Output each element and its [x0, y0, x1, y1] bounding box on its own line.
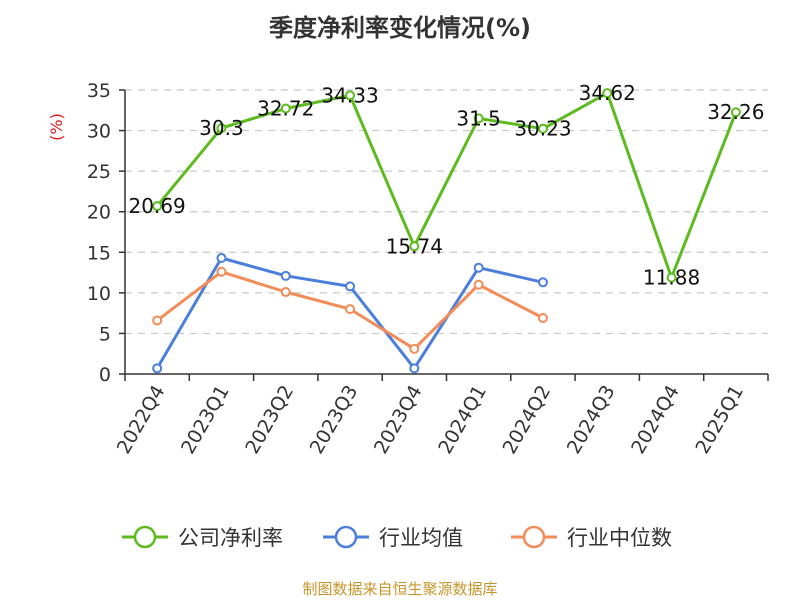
legend-marker [334, 525, 358, 549]
legend[interactable]: 公司净利率 行业均值 行业中位数 [122, 525, 672, 550]
legend-label: 行业中位数 [567, 526, 672, 550]
y-tick-label: 30 [87, 121, 111, 143]
legend-label: 公司净利率 [178, 526, 283, 550]
x-tick-label: 2023Q1 [177, 382, 234, 458]
chart-title: 季度净利率变化情况(%) [269, 14, 531, 42]
grid-lines [125, 89, 768, 335]
series-line-0 [156, 91, 738, 280]
x-tick-label: 2024Q3 [563, 382, 620, 458]
data-point [666, 272, 677, 283]
data-label: 30.3 [199, 116, 244, 140]
x-tick-label: 2024Q1 [434, 382, 491, 458]
data-label: 34.33 [321, 83, 378, 107]
legend-marker [522, 525, 546, 549]
data-label: 31.5 [456, 106, 501, 130]
y-tick-label: 15 [87, 242, 111, 264]
y-tick-label: 0 [99, 364, 111, 386]
x-tick-label: 2022Q4 [113, 382, 170, 458]
data-point [152, 201, 163, 212]
legend-label: 行业均值 [379, 526, 463, 550]
data-source-note: 制图数据来自恒生聚源数据库 [302, 580, 498, 598]
data-label: 15.74 [386, 234, 443, 258]
data-label: 32.72 [257, 97, 314, 121]
x-tick-label: 2023Q3 [306, 382, 363, 458]
data-point [409, 241, 420, 252]
data-point [152, 363, 163, 374]
data-point [602, 88, 613, 99]
data-point [409, 363, 420, 374]
y-tick-label: 5 [99, 323, 111, 345]
legend-item-1[interactable]: 行业均值 [323, 525, 463, 550]
data-labels: 20.69 30.3 32.72 34.33 15.74 31.5 30.23 34.62 11… [129, 81, 765, 290]
data-label: 20.69 [129, 194, 186, 218]
series-lines [152, 88, 741, 374]
x-tick-label: 2024Q4 [627, 382, 684, 458]
data-point [730, 107, 741, 118]
data-point [216, 266, 227, 277]
data-point [537, 277, 548, 288]
data-point [216, 252, 227, 263]
x-tick-label: 2024Q2 [499, 382, 556, 458]
x-tick-label: 2023Q2 [241, 382, 298, 458]
legend-marker [133, 525, 157, 549]
y-tick-label: 35 [87, 80, 111, 102]
x-tick-label: 2023Q4 [370, 382, 427, 458]
legend-item-0[interactable]: 公司净利率 [122, 525, 283, 550]
data-point [280, 287, 291, 298]
x-tick-label: 2025Q1 [691, 382, 748, 458]
data-point [537, 123, 548, 134]
data-point [345, 304, 356, 315]
y-tick-label: 25 [87, 161, 111, 183]
data-point [537, 313, 548, 324]
legend-item-2[interactable]: 行业中位数 [511, 525, 672, 550]
y-tick-label: 20 [87, 202, 111, 224]
data-point [473, 279, 484, 290]
data-point [280, 103, 291, 114]
data-point [152, 315, 163, 326]
data-point [473, 262, 484, 273]
data-point [409, 343, 420, 354]
data-point [345, 90, 356, 101]
y-tick-label: 10 [87, 283, 111, 305]
data-label: 11.88 [643, 266, 700, 290]
y-axis-label: (%) [47, 113, 66, 141]
data-label: 34.62 [579, 81, 636, 105]
data-label: 30.23 [514, 117, 571, 141]
data-point [473, 113, 484, 124]
data-label: 32.26 [707, 100, 764, 124]
data-point [280, 270, 291, 281]
data-point [216, 123, 227, 134]
data-point [345, 281, 356, 292]
